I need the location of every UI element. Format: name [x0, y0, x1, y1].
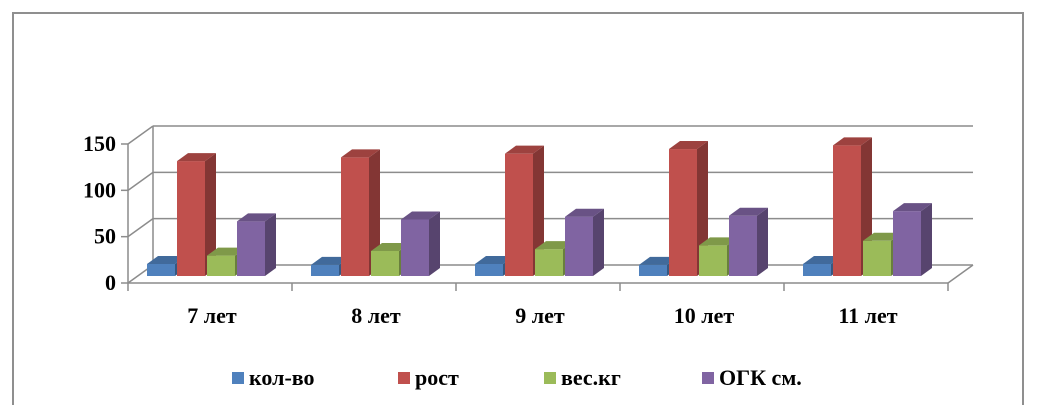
- bar-4-1: [833, 137, 872, 276]
- legend-label-3: ОГК см.: [719, 365, 802, 390]
- legend-swatch-1: [398, 372, 410, 384]
- bar-0-3: [237, 213, 276, 276]
- bar-2-3: [565, 208, 604, 276]
- legend-swatch-3: [702, 372, 714, 384]
- legend-swatch-0: [232, 372, 244, 384]
- legend-label-2: вес.кг: [561, 365, 621, 390]
- bar-3-3: [729, 207, 768, 276]
- legend-label-1: рост: [415, 365, 459, 390]
- bars-layer: [147, 137, 932, 276]
- floor-edge-right: [947, 264, 974, 284]
- gridline-depth-2: [127, 171, 154, 191]
- gridline-depth-3: [127, 125, 154, 145]
- x-tick-label-0: 7 лет: [187, 303, 237, 328]
- bar-4-3: [893, 203, 932, 276]
- legend: кол-во рост вес.кг ОГК см.: [232, 365, 802, 390]
- y-tick-label-3: 150: [83, 131, 116, 156]
- x-tick-label-2: 9 лет: [515, 303, 565, 328]
- gridline-depth-1: [127, 218, 154, 238]
- x-tick-label-3: 10 лет: [674, 303, 735, 328]
- axis-layer: [121, 125, 974, 291]
- x-tick-label-1: 8 лет: [351, 303, 401, 328]
- bar-3-1: [669, 141, 708, 276]
- bar-0-1: [177, 153, 216, 276]
- legend-swatch-2: [544, 372, 556, 384]
- bar-2-1: [505, 145, 544, 276]
- y-tick-label-2: 100: [83, 177, 116, 202]
- y-tick-label-1: 50: [94, 224, 116, 249]
- y-tick-label-0: 0: [105, 270, 116, 295]
- x-tick-labels: 7 лет 8 лет 9 лет 10 лет 11 лет: [187, 303, 898, 328]
- bar-1-3: [401, 211, 440, 276]
- bar-1-1: [341, 149, 380, 276]
- x-tick-label-4: 11 лет: [838, 303, 897, 328]
- legend-label-0: кол-во: [249, 365, 315, 390]
- y-tick-labels: 0 50 100 150: [83, 131, 116, 295]
